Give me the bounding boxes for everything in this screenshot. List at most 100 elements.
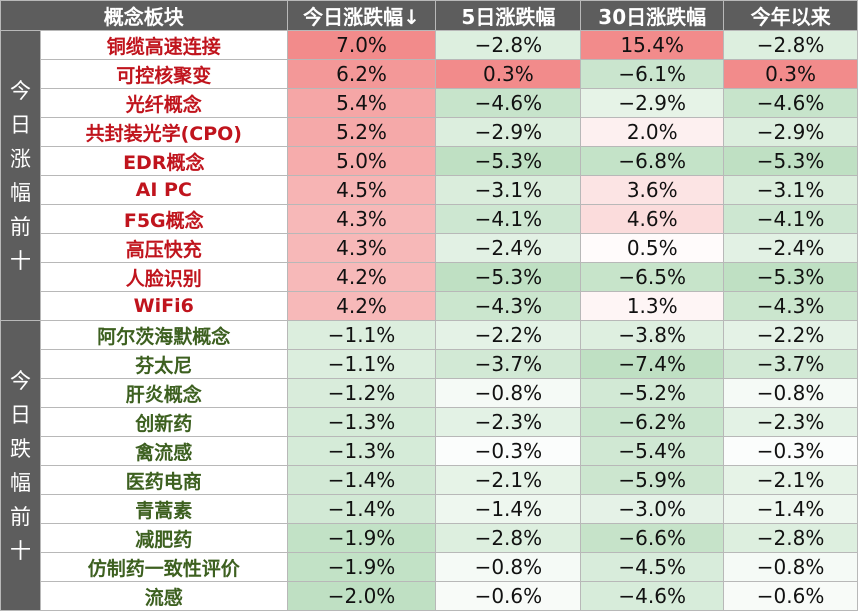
value-ytd-change: −3.7% [723, 349, 858, 379]
value-5day-change: −0.6% [435, 581, 582, 611]
sector-name: 共封装光学(CPO) [39, 117, 288, 147]
value-5day-change: −3.1% [435, 175, 582, 205]
value-30day-change: −3.0% [580, 494, 725, 524]
sector-name: AI PC [39, 175, 288, 205]
sector-name: 青蒿素 [39, 494, 288, 524]
sector-name: 人脸识别 [39, 262, 288, 292]
header-ytd-change[interactable]: 今年以来 [723, 0, 858, 31]
value-today-change: 4.3% [286, 233, 437, 263]
table-row: 共封装光学(CPO) 5.2% −2.9% 2.0% −2.9% [1, 117, 858, 147]
value-30day-change: 0.5% [580, 233, 725, 263]
value-today-change: 5.4% [286, 88, 437, 118]
table-row: 今日涨幅前十铜缆高速连接 7.0% −2.8% 15.4% −2.8% [0, 30, 858, 321]
sector-name: 肝炎概念 [39, 378, 288, 408]
value-today-change: 6.2% [286, 59, 437, 89]
value-5day-change: −5.3% [435, 146, 582, 176]
table-row: 人脸识别 4.2% −5.3% −6.5% −5.3% [1, 262, 858, 292]
sector-name: 芬太尼 [39, 349, 288, 379]
value-ytd-change: −1.4% [723, 494, 858, 524]
table-row: 禽流感 −1.3% −0.3% −5.4% −0.3% [1, 436, 858, 466]
value-5day-change: −2.2% [435, 320, 582, 350]
value-ytd-change: −4.6% [723, 88, 858, 118]
sector-name: 铜缆高速连接 [39, 30, 288, 60]
sector-name: 仿制药一致性评价 [39, 552, 288, 582]
value-5day-change: −2.1% [435, 465, 582, 495]
value-5day-change: −1.4% [435, 494, 582, 524]
value-ytd-change: −2.4% [723, 233, 858, 263]
value-30day-change: 4.6% [580, 204, 725, 234]
value-30day-change: −6.6% [580, 523, 725, 553]
value-30day-change: 3.6% [580, 175, 725, 205]
group-label-down: 今日跌幅前十 [0, 320, 41, 611]
value-ytd-change: −3.1% [723, 175, 858, 205]
value-ytd-change: −0.8% [723, 552, 858, 582]
sector-name: 流感 [39, 581, 288, 611]
value-today-change: 4.3% [286, 204, 437, 234]
value-today-change: 7.0% [286, 30, 437, 60]
table-body: 今日涨幅前十铜缆高速连接 7.0% −2.8% 15.4% −2.8% 可控核聚变 6.2%… [0, 30, 858, 611]
table-row: 创新药 −1.3% −2.3% −6.2% −2.3% [1, 407, 858, 437]
value-30day-change: −7.4% [580, 349, 725, 379]
value-30day-change: −6.2% [580, 407, 725, 437]
value-ytd-change: −2.1% [723, 465, 858, 495]
header-row: 概念板块 今日涨跌幅↓ 5日涨跌幅 30日涨跌幅 今年以来 [0, 0, 858, 31]
sector-name: 创新药 [39, 407, 288, 437]
value-ytd-change: −4.1% [723, 204, 858, 234]
table-row: 高压快充 4.3% −2.4% 0.5% −2.4% [1, 233, 858, 263]
table-row: EDR概念 5.0% −5.3% −6.8% −5.3% [1, 146, 858, 176]
value-ytd-change: −2.3% [723, 407, 858, 437]
value-30day-change: 1.3% [580, 291, 725, 321]
value-ytd-change: −0.8% [723, 378, 858, 408]
value-30day-change: −6.8% [580, 146, 725, 176]
sector-name: 阿尔茨海默概念 [39, 320, 288, 350]
value-today-change: 4.2% [286, 291, 437, 321]
value-ytd-change: −2.8% [723, 30, 858, 60]
group-label-up: 今日涨幅前十 [0, 30, 41, 321]
value-today-change: −1.4% [286, 465, 437, 495]
value-5day-change: −4.3% [435, 291, 582, 321]
header-30day-change[interactable]: 30日涨跌幅 [580, 0, 725, 31]
value-30day-change: 2.0% [580, 117, 725, 147]
value-30day-change: −2.9% [580, 88, 725, 118]
value-ytd-change: −0.3% [723, 436, 858, 466]
table-row: 今日跌幅前十阿尔茨海默概念 −1.1% −2.2% −3.8% −2.2% [0, 320, 858, 611]
sector-name: EDR概念 [39, 146, 288, 176]
value-ytd-change: 0.3% [723, 59, 858, 89]
header-5day-change[interactable]: 5日涨跌幅 [435, 0, 582, 31]
value-30day-change: 15.4% [580, 30, 725, 60]
value-today-change: −1.9% [286, 552, 437, 582]
sector-name: 减肥药 [39, 523, 288, 553]
sector-name: 高压快充 [39, 233, 288, 263]
value-5day-change: 0.3% [435, 59, 582, 89]
value-today-change: 5.0% [286, 146, 437, 176]
table-row: WiFi6 4.2% −4.3% 1.3% −4.3% [1, 291, 858, 321]
table-row: AI PC 4.5% −3.1% 3.6% −3.1% [1, 175, 858, 205]
value-30day-change: −5.4% [580, 436, 725, 466]
value-ytd-change: −5.3% [723, 262, 858, 292]
value-ytd-change: −4.3% [723, 291, 858, 321]
value-5day-change: −0.8% [435, 378, 582, 408]
value-ytd-change: −0.6% [723, 581, 858, 611]
value-today-change: −2.0% [286, 581, 437, 611]
sector-name: F5G概念 [39, 204, 288, 234]
sector-name: WiFi6 [39, 291, 288, 321]
table-row: F5G概念 4.3% −4.1% 4.6% −4.1% [1, 204, 858, 234]
header-today-change[interactable]: 今日涨跌幅↓ [286, 0, 437, 31]
value-5day-change: −2.8% [435, 523, 582, 553]
value-today-change: −1.3% [286, 436, 437, 466]
value-today-change: −1.9% [286, 523, 437, 553]
value-today-change: 4.5% [286, 175, 437, 205]
table-row: 青蒿素 −1.4% −1.4% −3.0% −1.4% [1, 494, 858, 524]
value-today-change: −1.2% [286, 378, 437, 408]
value-5day-change: −4.1% [435, 204, 582, 234]
table-row: 光纤概念 5.4% −4.6% −2.9% −4.6% [1, 88, 858, 118]
sector-name: 医药电商 [39, 465, 288, 495]
value-5day-change: −2.9% [435, 117, 582, 147]
table-row: 可控核聚变 6.2% 0.3% −6.1% 0.3% [1, 59, 858, 89]
value-today-change: −1.1% [286, 320, 437, 350]
value-5day-change: −2.3% [435, 407, 582, 437]
sector-name: 可控核聚变 [39, 59, 288, 89]
value-5day-change: −2.4% [435, 233, 582, 263]
